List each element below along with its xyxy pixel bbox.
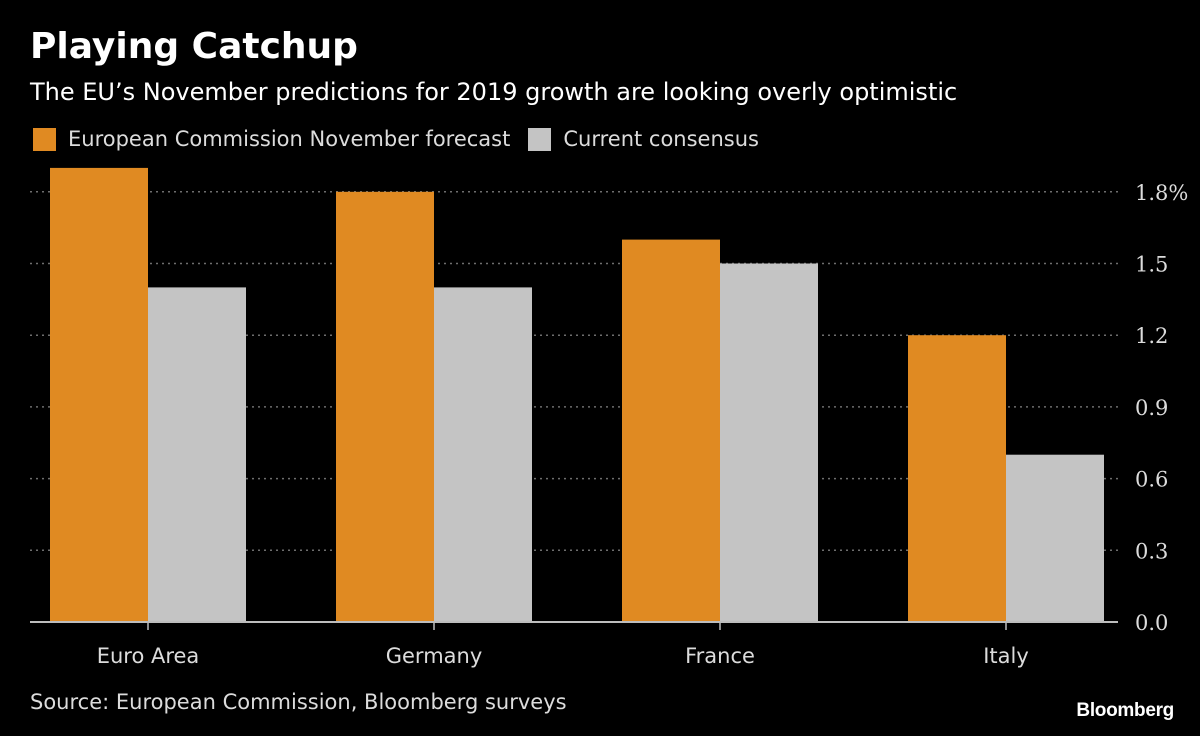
bar-forecast [336, 191, 434, 623]
chart-subtitle: The EU’s November predictions for 2019 g… [30, 78, 958, 106]
legend-item-consensus: Current consensus [528, 127, 759, 151]
y-tick-label: 1.2 [1135, 324, 1168, 348]
y-tick-label: 1.5 [1135, 253, 1168, 277]
legend-label-consensus: Current consensus [563, 127, 759, 151]
bar-consensus [148, 287, 246, 622]
bar-consensus [434, 287, 532, 622]
source-note: Source: European Commission, Bloomberg s… [30, 690, 567, 714]
x-tick-label: Germany [386, 644, 483, 668]
x-tick-label: Italy [983, 644, 1029, 668]
y-tick-label: 0.9 [1135, 396, 1168, 420]
legend: European Commission November forecast Cu… [33, 127, 777, 151]
bar-forecast [50, 167, 148, 622]
legend-swatch-consensus [528, 127, 552, 151]
y-tick-label: 1.8% [1135, 181, 1188, 205]
bloomberg-logo: Bloomberg [1076, 700, 1174, 721]
legend-item-forecast: European Commission November forecast [33, 127, 510, 151]
y-tick-label: 0.6 [1135, 468, 1168, 492]
bar-forecast [622, 239, 720, 622]
x-tick-label: France [685, 644, 755, 668]
y-tick-label: 0.0 [1135, 611, 1168, 635]
bar-consensus [1006, 454, 1104, 622]
bar-consensus [720, 263, 818, 622]
y-tick-label: 0.3 [1135, 539, 1168, 563]
legend-label-forecast: European Commission November forecast [68, 127, 511, 151]
x-tick-label: Euro Area [97, 644, 200, 668]
legend-swatch-forecast [33, 127, 56, 151]
bar-forecast [908, 335, 1006, 622]
chart-title: Playing Catchup [30, 26, 358, 67]
